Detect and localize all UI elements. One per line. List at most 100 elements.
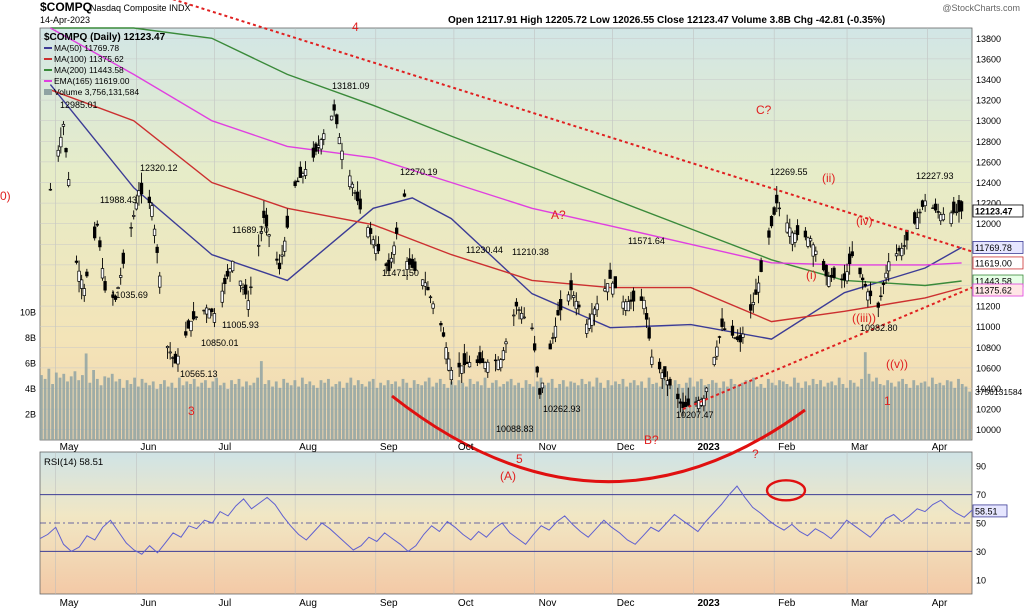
price-bar-body [366,227,370,238]
volume-bar [405,382,409,440]
price-bar-body [147,196,151,204]
price-bar-body [569,280,573,291]
price-bar-body [733,337,737,339]
volume-bar [793,377,796,440]
volume-bar [345,382,349,440]
price-bar-body [629,299,633,302]
price-bar-body [866,291,870,301]
volume-bar [629,382,632,440]
volume-bar [714,382,718,440]
volume-bar [684,382,688,440]
volume-bar [688,377,692,440]
price-bar-body [952,201,956,213]
y-tick-label: 12800 [976,137,1001,147]
price-bar-body [923,200,927,207]
right-value-box [972,256,1024,270]
volume-bar [703,385,707,440]
price-bar-body [337,137,342,145]
y-tick-label: 10200 [976,405,1001,415]
volume-bar [278,387,282,440]
price-bar-body [595,303,599,311]
price-bar-body [532,343,537,351]
price-bar-body [939,214,943,222]
volume-bar [360,384,364,440]
volume-bar [588,381,591,440]
price-bar-body [431,303,435,309]
price-bar-body [259,231,263,234]
axis-labels: May May Jun Jun Jul Jul Aug Aug Sep Sep Oct Oct Nov N… [20,34,1024,609]
volume-bar [353,385,356,440]
volume-bar [386,380,390,440]
price-bar-body [368,228,373,234]
annotations: 12985.01 12320.12 11988.43 11035.69 10565.13… [0,20,954,483]
price-bar-body [717,336,722,338]
volume-bar [957,378,960,440]
volume-bar [826,382,830,440]
volume-bar [282,378,286,440]
price-bar-body [116,287,120,289]
price-bar-body [751,302,755,306]
volume-bar [77,380,81,440]
volume-bar [267,380,271,440]
ma-line [50,89,962,323]
right-value-label: 11375.62 [975,286,1012,296]
volume-bar [196,386,200,440]
volume-bar [875,377,878,440]
price-bar-body [303,169,308,176]
price-bar-body [423,282,427,287]
volume-bar [509,378,513,440]
price-bar-body [66,179,71,186]
volume-value-label: 3756131584 [975,387,1023,397]
volume-bar [960,384,964,440]
price-bar-body [585,323,589,334]
volume-bar [740,382,744,440]
rsi-tick-label: 50 [976,519,986,529]
volume-bar [95,378,99,440]
price-bar-body [139,182,144,195]
right-value-box [972,241,1024,254]
volume-bar [69,376,73,440]
price-bar-body [931,207,935,209]
volume-bar [435,382,438,440]
price-bar-body [264,214,269,227]
rsi-x-tick-label: Jun [140,598,156,609]
volume-bars [40,352,972,440]
volume-bar [524,380,528,440]
legend-ema165: EMA(165) 11619.00 [54,76,130,86]
volume-bar [289,385,293,440]
price-bars [48,99,964,417]
price-bar-body [223,277,227,285]
volume-bar [554,387,558,440]
price-bar-body [499,359,503,369]
volume-bar [666,381,670,440]
price-annotation: 12269.55 [770,167,808,177]
price-bar-body [335,114,339,125]
volume-bar [163,380,166,440]
volume-bar [752,377,755,440]
price-bar-body [824,264,828,277]
price-bar-body [504,341,508,345]
price-bar-body [530,327,534,330]
volume-bar [796,382,800,440]
ma-line [49,84,962,340]
price-bar-body [64,148,68,153]
price-bar-body [165,346,170,349]
price-bar-body [301,173,305,177]
price-bar-body [350,183,355,189]
volume-bar [595,377,599,440]
price-bar-body [881,282,886,285]
volume-bar [934,384,938,440]
volume-bar [778,380,781,440]
x-tick-label: Jul [218,442,231,453]
price-bar-body [741,333,745,338]
volume-bar [856,386,860,440]
price-annotation: 10207.47 [676,410,714,420]
volume-bar [92,370,95,440]
volume-bar [547,382,550,440]
volume-bar [576,385,580,440]
volume-bar [636,385,640,440]
price-bar-body [332,104,336,111]
price-bar-body [191,311,196,320]
price-bar-body [480,358,485,364]
price-bar-body [626,301,631,312]
